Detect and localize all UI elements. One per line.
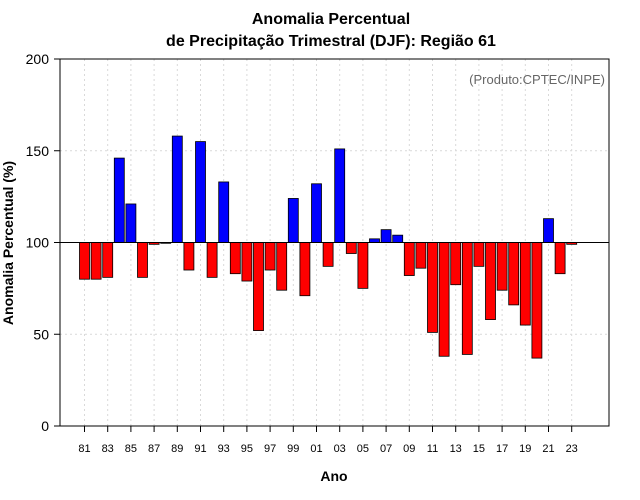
x-tick-label: 89 — [171, 443, 183, 455]
bar-08 — [392, 234, 404, 243]
bar-21 — [543, 218, 554, 243]
bar-90 — [183, 242, 195, 271]
x-tick-label: 15 — [473, 443, 485, 455]
x-tick-label: 95 — [241, 443, 253, 455]
y-tick-label: 50 — [33, 326, 49, 342]
bar-01 — [311, 183, 322, 243]
bar-12 — [438, 242, 450, 357]
x-tick-label: 83 — [102, 443, 114, 455]
x-tick-label: 05 — [357, 443, 369, 455]
grid-lines — [60, 58, 609, 427]
bar-03 — [334, 148, 346, 243]
x-tick-label: 81 — [78, 443, 90, 455]
bar-13 — [450, 242, 462, 286]
bar-11 — [427, 242, 438, 333]
x-tick-label: 97 — [264, 443, 276, 455]
x-tick-label: 17 — [496, 443, 508, 455]
bar-84 — [113, 157, 125, 243]
x-tick-label: 87 — [148, 443, 160, 455]
bar-83 — [102, 242, 114, 278]
bar-91 — [195, 141, 206, 243]
bar-09 — [403, 242, 415, 276]
bar-93 — [218, 181, 230, 243]
chart-title-line2: de Precipitação Trimestral (DJF): Região… — [166, 33, 496, 50]
y-tick-label: 200 — [26, 51, 50, 67]
x-tick-label: 03 — [334, 443, 346, 455]
x-tick-label: 21 — [542, 443, 554, 455]
bar-06 — [369, 238, 380, 243]
bar-04 — [345, 242, 357, 254]
bar-22 — [554, 242, 566, 275]
x-tick-label: 09 — [403, 443, 415, 455]
bar-94 — [229, 242, 241, 275]
bar-00 — [299, 242, 311, 297]
bar-86 — [137, 242, 148, 278]
bar-19 — [519, 242, 531, 326]
bar-92 — [206, 242, 218, 278]
bar-85 — [125, 203, 137, 243]
bar-18 — [508, 242, 520, 306]
y-axis: 0 50 100 150 200 — [26, 51, 60, 434]
bar-81 — [79, 242, 90, 280]
y-axis-label: Anomalia Percentual (%) — [0, 161, 16, 325]
x-tick-label: 19 — [519, 443, 531, 455]
bar-89 — [171, 135, 183, 243]
y-tick-label: 150 — [26, 143, 50, 159]
bar-20 — [531, 242, 543, 359]
bar-16 — [485, 242, 496, 320]
x-tick-label: 99 — [287, 443, 299, 455]
x-axis: 81 83 85 87 89 91 93 95 97 99 01 03 05 07 09 11 13 15 17 19… — [78, 426, 578, 455]
x-tick-label: 07 — [380, 443, 392, 455]
bar-14 — [461, 242, 473, 355]
bar-10 — [415, 242, 427, 269]
credit-label: (Produto:CPTEC/INPE) — [469, 72, 605, 87]
bar-07 — [380, 229, 392, 243]
x-tick-label: 23 — [566, 443, 578, 455]
bar-98 — [276, 242, 288, 291]
bar-17 — [496, 242, 508, 291]
x-tick-label: 11 — [427, 443, 438, 455]
bar-82 — [90, 242, 102, 280]
bar-99 — [287, 198, 299, 243]
bar-15 — [473, 242, 485, 267]
y-tick-label: 0 — [41, 418, 49, 434]
chart-title-line1: Anomalia Percentual — [252, 11, 410, 28]
x-tick-label: 93 — [218, 443, 230, 455]
bar-97 — [264, 242, 276, 271]
bar-02 — [322, 242, 334, 267]
x-tick-label: 01 — [310, 443, 322, 455]
bar-96 — [253, 242, 264, 331]
x-tick-label: 91 — [194, 443, 206, 455]
bar-05 — [357, 242, 369, 289]
x-tick-label: 13 — [450, 443, 462, 455]
y-tick-label: 100 — [26, 235, 50, 251]
bar-95 — [241, 242, 253, 282]
x-axis-label: Ano — [320, 468, 347, 484]
x-tick-label: 85 — [125, 443, 137, 455]
